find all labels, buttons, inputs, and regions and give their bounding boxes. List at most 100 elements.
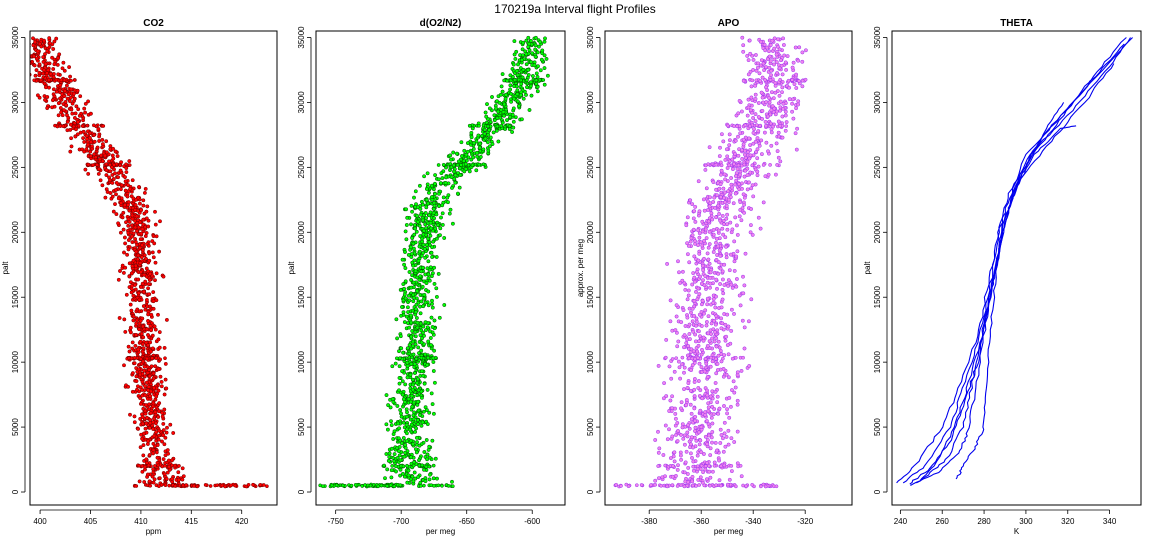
data-point <box>122 235 127 240</box>
data-point <box>765 45 769 50</box>
data-point <box>77 113 82 118</box>
data-point <box>686 423 691 428</box>
data-point <box>767 54 772 59</box>
data-point <box>741 483 745 488</box>
data-point <box>687 260 692 265</box>
data-point <box>707 424 712 429</box>
data-point <box>756 115 761 119</box>
data-point <box>127 163 132 167</box>
data-point <box>696 343 701 348</box>
data-point <box>512 96 516 101</box>
data-point <box>41 71 45 76</box>
data-point <box>700 219 705 224</box>
data-point <box>137 297 142 302</box>
data-point <box>794 106 799 111</box>
data-point <box>684 403 689 408</box>
data-point <box>126 238 131 243</box>
data-point <box>417 443 422 448</box>
data-point <box>363 483 367 487</box>
data-point <box>161 274 166 279</box>
data-point <box>720 277 725 282</box>
data-point <box>680 362 684 367</box>
data-point <box>760 75 765 80</box>
data-point <box>118 269 122 273</box>
y-tick-label: 25000 <box>586 156 595 179</box>
data-point <box>530 51 535 56</box>
data-point <box>707 464 711 468</box>
y-tick-label: 0 <box>873 489 882 494</box>
data-point <box>687 332 692 336</box>
data-point <box>163 356 167 361</box>
data-point <box>431 369 436 373</box>
data-point <box>157 345 162 350</box>
y-tick-label: 5000 <box>586 418 595 436</box>
data-point <box>427 410 432 415</box>
data-point <box>690 319 695 324</box>
data-point <box>340 483 345 488</box>
data-point <box>137 463 142 468</box>
data-point <box>465 141 470 146</box>
data-point <box>785 54 790 59</box>
data-point <box>729 307 734 312</box>
data-point <box>31 36 35 41</box>
data-point <box>156 437 161 442</box>
data-point <box>147 367 151 372</box>
data-point <box>756 61 761 66</box>
y-tick-label: 0 <box>297 489 306 494</box>
data-point <box>387 455 392 459</box>
data-point <box>437 204 441 209</box>
data-point <box>72 96 77 101</box>
data-point <box>131 318 136 323</box>
data-point <box>401 464 406 469</box>
data-point <box>714 344 719 349</box>
data-point <box>682 370 686 375</box>
data-point <box>725 407 730 412</box>
data-point <box>740 35 745 40</box>
data-point <box>731 201 736 206</box>
data-point <box>411 246 416 251</box>
data-point <box>422 292 427 297</box>
data-point <box>123 175 127 180</box>
data-point <box>515 73 520 78</box>
data-point <box>732 268 737 273</box>
data-point <box>742 210 747 215</box>
data-point <box>783 113 788 118</box>
data-point <box>141 453 146 458</box>
data-point <box>436 271 441 276</box>
data-point <box>490 142 495 147</box>
x-tick-label: 240 <box>894 517 908 526</box>
data-point <box>65 113 69 118</box>
data-point <box>667 427 671 432</box>
data-point <box>501 110 506 114</box>
data-point <box>653 438 658 442</box>
data-point <box>472 141 476 146</box>
data-point <box>163 361 168 366</box>
data-point <box>701 278 705 283</box>
data-point <box>759 138 764 143</box>
data-point <box>72 115 77 120</box>
data-point <box>792 82 797 87</box>
data-point <box>719 172 723 177</box>
data-point <box>417 244 422 249</box>
data-point <box>689 411 694 416</box>
data-point <box>485 140 490 145</box>
data-point <box>657 446 662 451</box>
data-point <box>747 364 752 368</box>
data-point <box>136 367 141 372</box>
data-point <box>790 78 794 82</box>
data-point <box>754 68 759 73</box>
data-point <box>737 182 741 187</box>
data-point <box>675 421 680 425</box>
data-point <box>734 223 739 228</box>
data-point <box>706 245 711 250</box>
data-point <box>125 194 130 199</box>
data-point <box>731 379 736 384</box>
data-point <box>153 222 158 227</box>
data-point <box>148 349 153 354</box>
data-point <box>715 394 720 399</box>
data-point <box>491 130 496 135</box>
data-point <box>111 146 116 151</box>
data-point <box>414 450 419 455</box>
data-point <box>750 78 755 83</box>
